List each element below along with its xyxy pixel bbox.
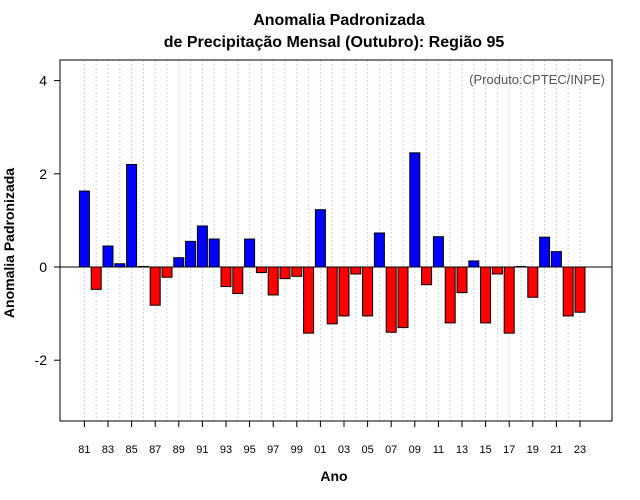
bar-98: [279, 266, 291, 280]
x-tick-label: 13: [456, 444, 468, 456]
y-axis: -2 0 2 4: [35, 73, 60, 368]
x-tick-label: 19: [527, 444, 539, 456]
bar-12: [444, 266, 456, 324]
x-tick-label: 03: [338, 444, 350, 456]
bar-22: [562, 266, 574, 317]
bar-94: [232, 266, 244, 295]
bar-86: [137, 266, 149, 268]
bar-97: [267, 266, 279, 296]
bar-13: [456, 266, 468, 294]
y-tick-label: 2: [39, 166, 47, 182]
x-tick-label: 91: [196, 444, 208, 456]
x-tick-label: 01: [314, 444, 326, 456]
y-axis-label: Anomalia Padronizada: [1, 168, 17, 318]
bar-02: [326, 266, 338, 325]
bar-20: [539, 236, 551, 268]
bar-90: [185, 240, 197, 268]
x-tick-label: 17: [503, 444, 515, 456]
x-tick-label: 99: [291, 444, 303, 456]
x-tick-label: 15: [479, 444, 491, 456]
x-tick-label: 81: [78, 444, 90, 456]
bar-07: [385, 266, 397, 333]
bar-83: [102, 245, 114, 268]
x-axis-label: Ano: [320, 468, 347, 484]
bar-03: [338, 266, 350, 317]
x-tick-label: 05: [361, 444, 373, 456]
bar-11: [432, 236, 444, 268]
bar-23: [574, 266, 586, 313]
x-tick-label: 85: [125, 444, 137, 456]
plot-border: [59, 59, 613, 422]
x-tick-label: 93: [220, 444, 232, 456]
bar-89: [173, 257, 185, 268]
x-tick-label: 11: [433, 444, 444, 456]
bar-10: [421, 266, 433, 286]
source-annotation: (Produto:CPTEC/INPE): [469, 72, 605, 87]
bar-09: [409, 152, 421, 268]
chart-subtitle: de Precipitação Mensal (Outubro): Região…: [164, 34, 505, 51]
x-tick-label: 09: [409, 444, 421, 456]
chart-title: Anomalia Padronizada: [253, 12, 425, 29]
bars: [78, 152, 586, 334]
x-tick-label: 87: [149, 444, 161, 456]
bar-18: [515, 266, 527, 268]
bar-06: [373, 232, 385, 268]
bar-15: [480, 266, 492, 324]
x-tick-label: 07: [385, 444, 397, 456]
x-tick-label: 95: [243, 444, 255, 456]
bar-19: [527, 266, 539, 298]
bar-85: [126, 163, 138, 268]
y-tick-label: -2: [35, 352, 48, 368]
bar-00: [303, 266, 315, 334]
bar-01: [314, 209, 326, 268]
bar-93: [220, 266, 232, 288]
bar-99: [291, 266, 303, 277]
bar-16: [491, 266, 503, 275]
bar-96: [255, 266, 267, 274]
bar-95: [244, 238, 256, 268]
x-axis: 81 83 85 87 89 91 93 95 97 99 01 03 05 07 09 11 13 15 17 19…: [78, 421, 586, 456]
y-tick-label: 0: [39, 259, 47, 275]
x-tick-label: 83: [102, 444, 114, 456]
bar-92: [208, 238, 220, 268]
bar-88: [161, 266, 173, 278]
bar-21: [550, 251, 562, 268]
bar-08: [397, 266, 409, 329]
x-tick-label: 97: [267, 444, 279, 456]
bar-04: [350, 266, 362, 275]
bar-14: [468, 260, 480, 268]
y-tick-label: 4: [39, 73, 47, 89]
bar-81: [78, 190, 90, 268]
bar-05: [362, 266, 374, 317]
bar-17: [503, 266, 515, 334]
grid-lines: [83, 60, 581, 421]
bar-84: [114, 263, 126, 268]
bar-91: [196, 225, 208, 268]
x-tick-label: 23: [574, 444, 586, 456]
x-tick-label: 89: [173, 444, 185, 456]
bar-87: [149, 266, 161, 306]
bar-82: [90, 266, 102, 290]
x-tick-label: 21: [550, 444, 562, 456]
